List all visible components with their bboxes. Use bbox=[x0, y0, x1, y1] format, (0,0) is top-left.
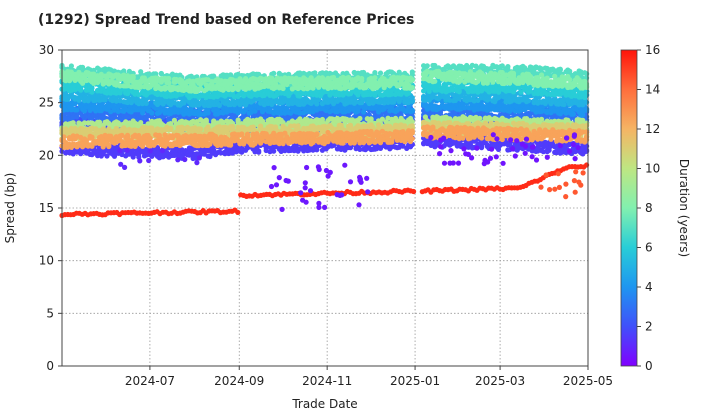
data-point bbox=[409, 95, 415, 101]
data-point bbox=[357, 146, 363, 152]
chart-title: (1292) Spread Trend based on Reference P… bbox=[38, 12, 414, 28]
data-point bbox=[271, 148, 277, 154]
data-point bbox=[130, 154, 136, 160]
data-point bbox=[400, 142, 406, 149]
data-point bbox=[546, 147, 552, 153]
data-point bbox=[495, 146, 502, 152]
data-point bbox=[104, 153, 110, 159]
data-point bbox=[389, 144, 395, 150]
data-point bbox=[143, 100, 149, 106]
data-point bbox=[256, 148, 262, 154]
data-point bbox=[78, 87, 84, 93]
data-points bbox=[59, 62, 590, 219]
data-point bbox=[111, 153, 118, 159]
data-point bbox=[149, 153, 155, 159]
data-point bbox=[74, 114, 80, 120]
data-point bbox=[570, 111, 577, 117]
data-point bbox=[525, 98, 532, 104]
data-point bbox=[74, 107, 80, 113]
data-point bbox=[377, 145, 384, 151]
data-point bbox=[149, 110, 155, 116]
data-point bbox=[190, 155, 196, 162]
data-point bbox=[89, 85, 95, 91]
data-point bbox=[409, 107, 415, 113]
data-point bbox=[282, 148, 288, 154]
data-point bbox=[130, 150, 136, 156]
